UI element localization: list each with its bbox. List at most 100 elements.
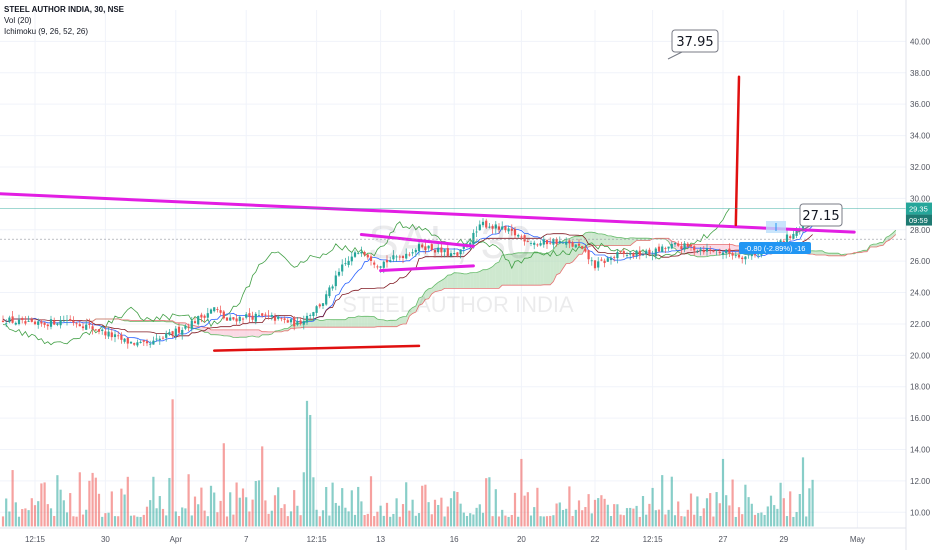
cloud-segment [233, 329, 237, 338]
volume-bar [571, 515, 574, 527]
candle-body [267, 315, 270, 317]
candle-body [731, 253, 734, 256]
volume-bar [309, 414, 312, 527]
volume-bar [149, 500, 152, 527]
candle-body [625, 255, 629, 256]
volume-bar [177, 515, 181, 527]
volume-bar [123, 494, 126, 527]
measure-tool: -0.80 (-2.89%) -16 [739, 221, 811, 254]
volume-bar [81, 514, 85, 527]
volume-bar [709, 493, 712, 527]
candle-body [181, 329, 184, 335]
candle-body [373, 262, 376, 265]
cloud-segment [531, 252, 535, 286]
volume-bar [702, 508, 705, 527]
volume-bar [325, 487, 328, 527]
cloud-segment [598, 233, 602, 246]
volume-bar [718, 503, 721, 527]
volume-bar [603, 498, 606, 527]
ichimoku-indicator-label[interactable]: Ichimoku (9, 26, 52, 26) [4, 27, 89, 36]
cloud-segment [243, 329, 247, 338]
cloud-segment [406, 310, 410, 325]
volume-bar [107, 512, 110, 527]
time-tick-label: 30 [101, 535, 110, 544]
volume-bar [360, 501, 363, 527]
candle-body [385, 259, 389, 263]
volume-bar [625, 508, 629, 527]
candle-body [296, 320, 299, 325]
cloud-segment [438, 280, 442, 291]
price-tick-label: 26.00 [910, 257, 931, 266]
volume-bar [59, 489, 62, 527]
cloud-segment [489, 266, 493, 289]
volume-bar [165, 515, 168, 527]
volume-bar [318, 516, 321, 527]
cloud-segment [636, 238, 640, 241]
cloud-segment [713, 244, 717, 256]
cloud-segment [454, 272, 458, 289]
volume-bar [78, 472, 81, 527]
volume-bar [347, 511, 350, 527]
volume-bar [245, 497, 248, 527]
cloud-segment [425, 288, 429, 300]
candle-body [542, 239, 545, 245]
candle-body [757, 254, 760, 256]
cloud-segment [287, 326, 291, 331]
time-tick-label: 12:15 [25, 535, 46, 544]
symbol-title[interactable]: STEEL AUTHOR INDIA, 30, NSE [4, 5, 125, 14]
volume-bar [670, 476, 673, 527]
candle-body [440, 247, 443, 253]
volume-bar [481, 512, 485, 527]
volume-bar [369, 476, 373, 527]
cloud-segment [335, 319, 339, 328]
volume-bar [664, 514, 667, 527]
candle-body [753, 254, 757, 256]
candle-body [88, 323, 91, 325]
candle-body [363, 251, 366, 255]
candle-body [85, 324, 88, 330]
cloud-segment [460, 273, 464, 289]
volume-bar [350, 490, 353, 527]
candle-body [193, 321, 197, 324]
cloud-segment [364, 316, 368, 328]
candle-body [577, 243, 581, 246]
cloud-segment [630, 237, 634, 246]
volume-bar [376, 511, 379, 527]
candle-body [517, 235, 520, 237]
volume-bar [753, 514, 757, 527]
candle-body [43, 322, 46, 325]
cloud-segment [819, 250, 823, 255]
volume-bar [305, 400, 309, 527]
candle-body [734, 255, 737, 257]
cloud-segment [441, 278, 445, 291]
cloud-segment [377, 319, 381, 327]
candle-body [430, 244, 433, 251]
candle-body [417, 243, 421, 251]
volume-bar [641, 496, 645, 527]
volume-indicator-label[interactable]: Vol (20) [4, 16, 32, 25]
price-tick-label: 34.00 [910, 132, 931, 141]
cloud-segment [537, 252, 541, 286]
candle-body [321, 303, 325, 306]
cloud-segment [892, 230, 896, 238]
volume-bar [731, 479, 734, 527]
candle-body [325, 294, 328, 305]
cloud-segment [499, 255, 503, 289]
candle-body [718, 251, 721, 254]
candle-body [53, 320, 56, 325]
candle-body [75, 323, 78, 325]
volume-bar [430, 514, 433, 527]
volume-bar [801, 457, 805, 527]
time-tick-label: 7 [244, 535, 249, 544]
candle-body [72, 320, 75, 323]
volume-bar [337, 505, 341, 527]
candle-body [641, 254, 645, 256]
volume-bar [289, 511, 293, 527]
candle-body [561, 242, 565, 244]
volume-bar [136, 516, 139, 527]
volume-bar [270, 510, 273, 527]
volume-bar [667, 509, 670, 527]
candle-body [398, 256, 401, 258]
